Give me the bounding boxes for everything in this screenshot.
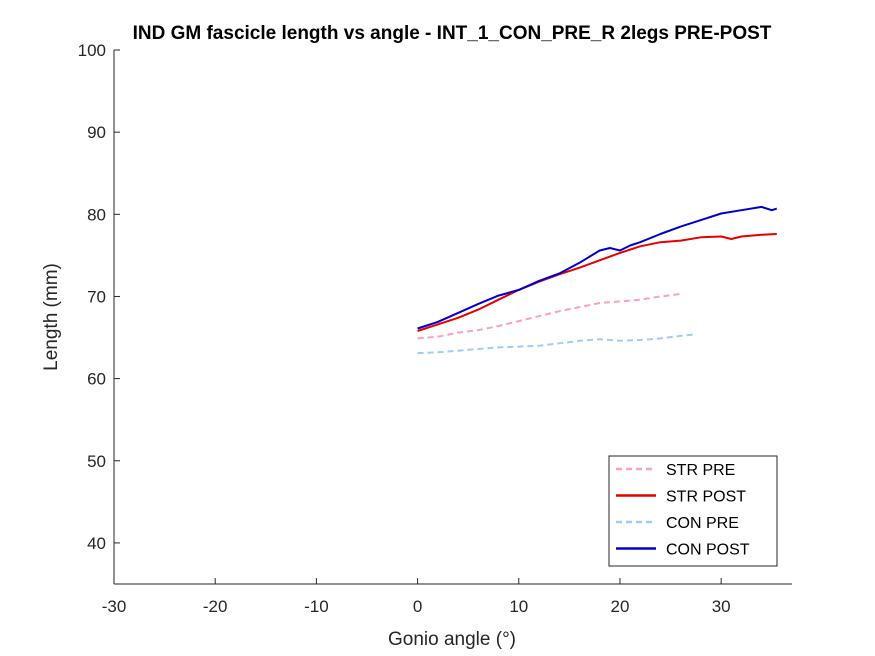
y-tick-label: 100: [78, 41, 106, 60]
x-tick-label: -30: [102, 597, 127, 616]
y-axis-label: Length (mm): [41, 263, 62, 371]
legend-entry: STR POST: [666, 489, 746, 506]
legend-entry: CON POST: [666, 542, 750, 559]
series-line-str-pre: [417, 293, 681, 340]
legend-entry: STR PRE: [666, 462, 735, 479]
y-tick-label: 40: [87, 534, 106, 553]
series-group: [417, 205, 778, 355]
y-tick-label: 80: [87, 205, 106, 224]
x-tick-label: 0: [413, 597, 422, 616]
x-tick-label: 20: [611, 597, 630, 616]
y-tick-label: 50: [87, 452, 106, 471]
series-line-con-post: [417, 205, 778, 330]
legend-entry: CON PRE: [666, 515, 739, 532]
x-tick-label: -10: [304, 597, 329, 616]
y-tick-label: 90: [87, 123, 106, 142]
y-tick-label: 60: [87, 370, 106, 389]
ticks: -30 -20 -10 0 10 20 30 40 50 60 70 80 90 100: [78, 41, 731, 616]
x-tick-label: 10: [509, 597, 528, 616]
y-tick-label: 70: [87, 287, 106, 306]
series-line-con-pre: [417, 333, 697, 355]
x-tick-label: -20: [203, 597, 228, 616]
legend: STR PRE STR POST CON PRE CON POST: [608, 455, 778, 567]
axes: [113, 50, 792, 585]
series-line-str-post: [417, 233, 777, 332]
x-axis-label: Gonio angle (°): [388, 629, 516, 650]
x-tick-label: 30: [712, 597, 731, 616]
chart-title: IND GM fascicle length vs angle - INT_1_…: [133, 23, 772, 44]
